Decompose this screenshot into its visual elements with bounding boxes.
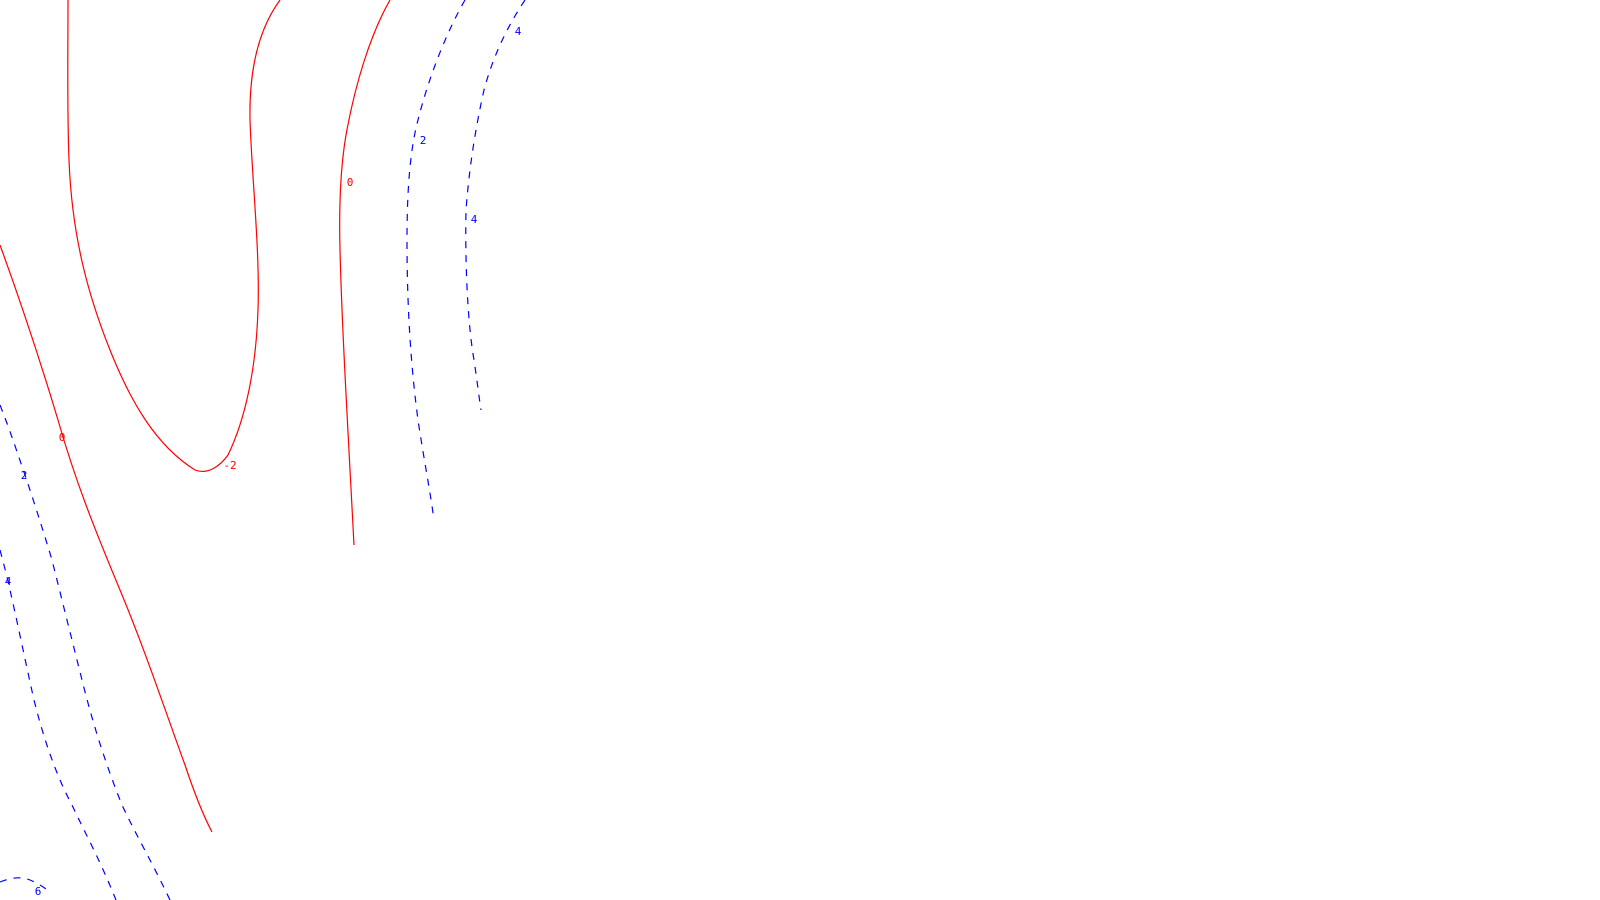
contour-label-plus-4-center-lower: 4 bbox=[471, 213, 478, 226]
contour-line-plus-6-lower bbox=[0, 877, 52, 894]
contour-label-plus-6-lower: 6 bbox=[35, 885, 42, 898]
contour-line-plus-4-lower bbox=[0, 549, 117, 900]
contour-label-plus-2-lower: 2 bbox=[21, 469, 28, 482]
contour-label-plus-2-center: 2 bbox=[420, 134, 427, 147]
contour-line-zero-center bbox=[339, 0, 391, 546]
contour-label-plus-4-center-upper: 4 bbox=[515, 25, 522, 38]
contour-label-plus-4-lower: 4 bbox=[5, 575, 12, 588]
contour-line-plus-4-center bbox=[465, 0, 526, 411]
contour-label-minus-2: -2 bbox=[223, 459, 236, 472]
contour-label-zero-center: 0 bbox=[347, 176, 354, 189]
contour-line-zero-left bbox=[0, 244, 213, 833]
contour-line-plus-2-lower bbox=[0, 404, 171, 900]
contour-line-minus-2 bbox=[67, 0, 281, 472]
contour-label-zero-left: 0 bbox=[59, 431, 66, 444]
